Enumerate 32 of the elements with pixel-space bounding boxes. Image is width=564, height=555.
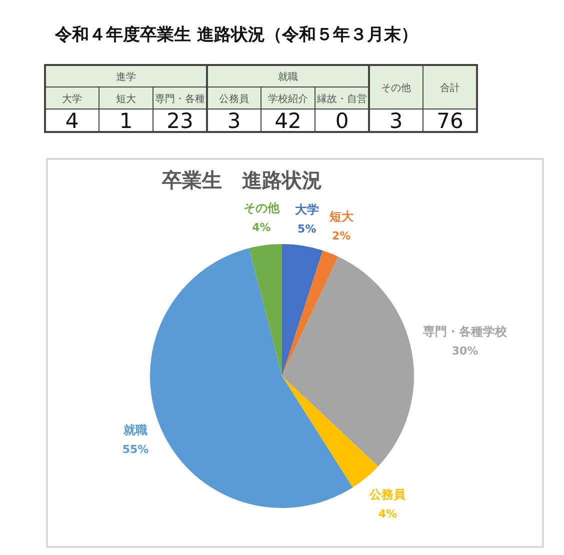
group-label: 就職 [278, 72, 298, 83]
data-label: 76 [436, 109, 464, 133]
chart-title: 卒業生 進路状況 [162, 168, 322, 192]
slice-label: 専門・各種学校 [423, 324, 508, 339]
data-label: 30% [452, 344, 478, 358]
data-label: 42 [274, 109, 302, 133]
data-label: 1 [119, 109, 133, 133]
slice-label: 大学 [294, 202, 319, 216]
category-label: その他 [381, 83, 411, 94]
category-label: 専門・各種 [155, 94, 205, 105]
category-label: 短大 [116, 94, 136, 105]
data-label: 3 [389, 109, 403, 133]
data-label: 55% [122, 442, 149, 456]
data-label: 0 [335, 109, 349, 133]
data-label: 4% [378, 507, 398, 520]
data-label: 23 [166, 109, 194, 133]
data-label: 2% [332, 230, 351, 243]
slice-label: 公務員 [370, 487, 406, 502]
data-label: 3 [227, 109, 241, 133]
slice-label: 就職 [124, 422, 148, 437]
category-label: 縁故・自営 [317, 94, 367, 105]
slice-label: その他 [243, 201, 280, 216]
category-label: 公務員 [219, 94, 249, 105]
data-label: 4 [65, 109, 79, 133]
category-label: 合計 [440, 83, 460, 94]
data-label: 5% [298, 222, 316, 236]
data-label: 4% [252, 221, 271, 234]
group-label: 進学 [116, 72, 136, 83]
category-label: 大学 [62, 94, 82, 105]
category-label: 学校紹介 [268, 94, 308, 105]
slice-label: 短大 [329, 210, 354, 224]
chart-title: 令和４年度卒業生 進路状況（令和５年３月末） [55, 25, 418, 45]
